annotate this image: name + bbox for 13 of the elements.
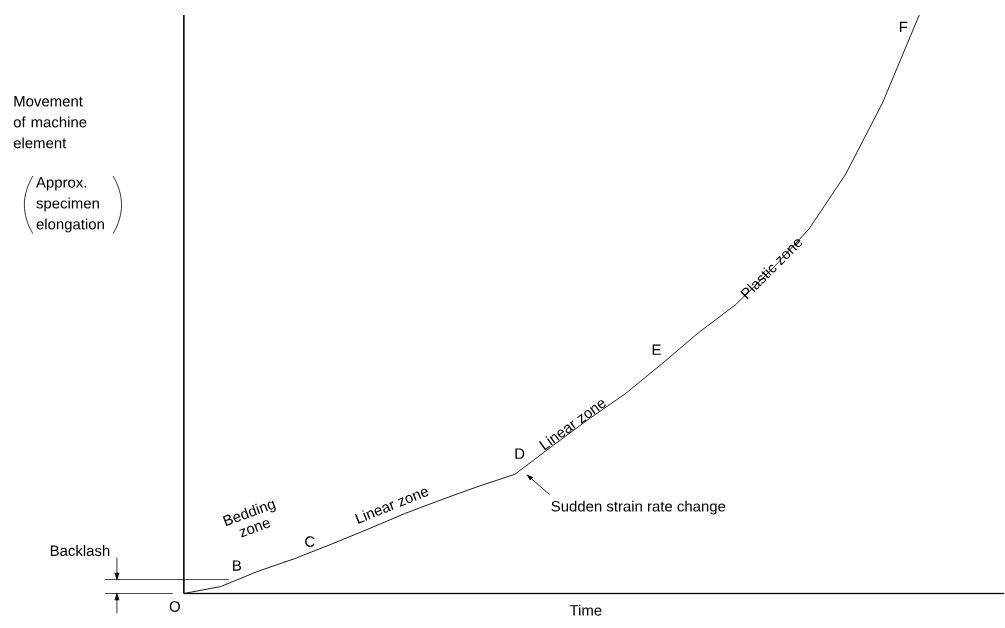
annotation: Bedding zone xyxy=(222,500,276,538)
annotation: B xyxy=(233,560,241,571)
text: Movement of machine element xyxy=(13,95,87,149)
text: Backlash xyxy=(50,544,110,556)
annotation: F xyxy=(899,21,908,32)
text: O xyxy=(169,600,180,612)
x-axis-title: Time xyxy=(569,604,602,616)
annotation: E xyxy=(652,344,661,355)
annotation: Sudden strain rate change xyxy=(551,500,726,515)
text: Approx. specimen elongation xyxy=(36,177,104,233)
annotation: Linear zone xyxy=(354,488,429,524)
annotation: C xyxy=(305,536,315,547)
annotation: D xyxy=(515,448,525,459)
